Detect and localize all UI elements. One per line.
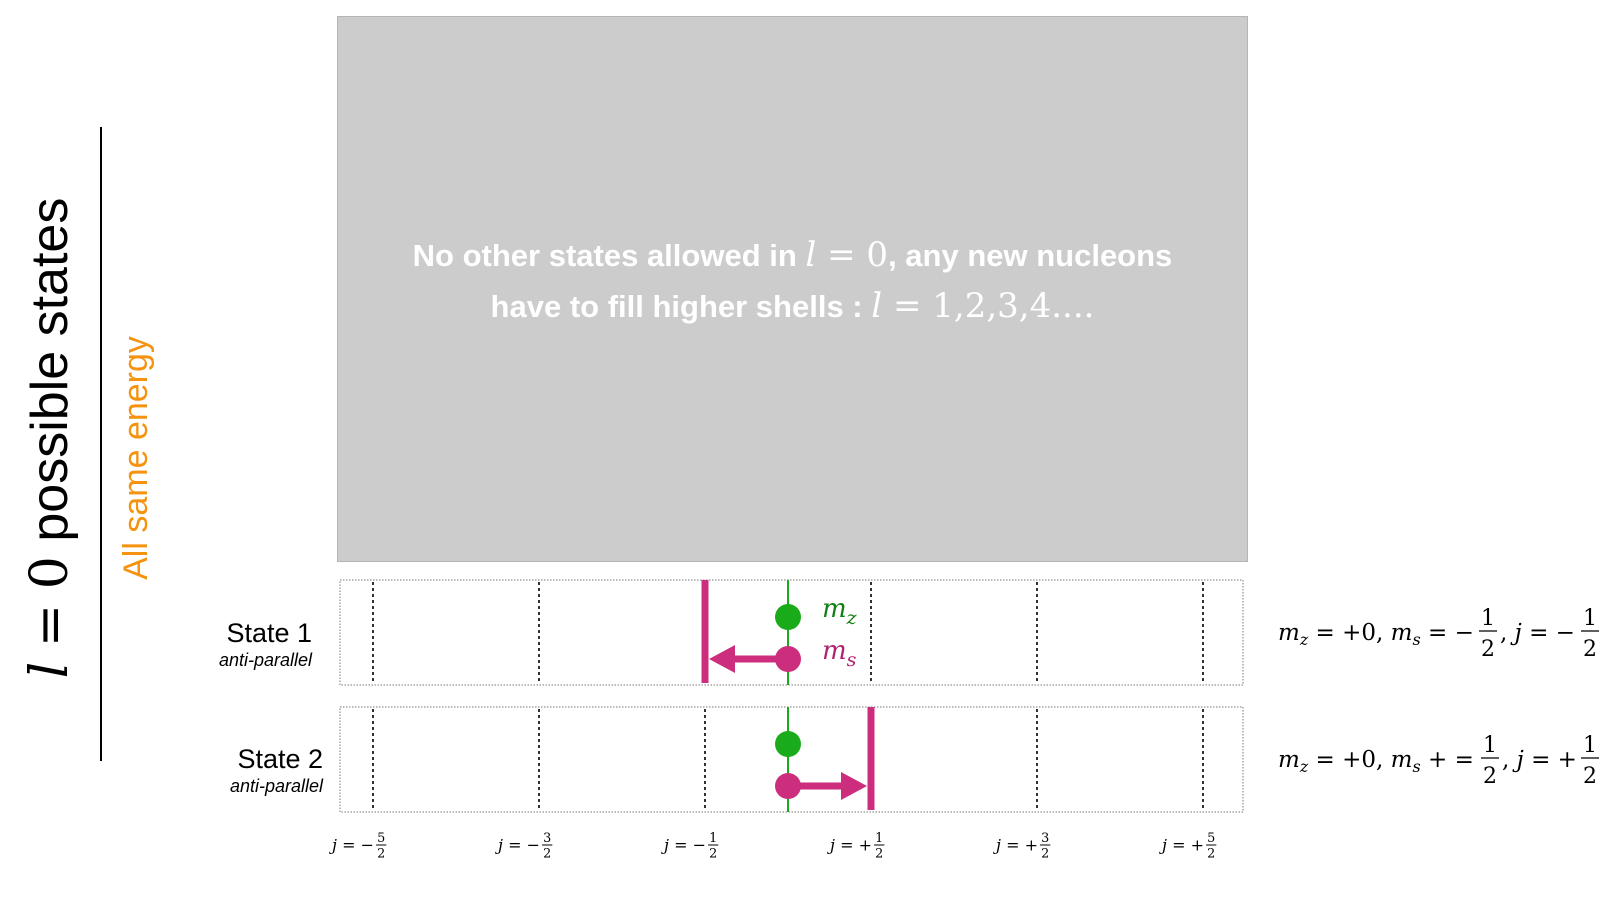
j-tick-num: 1 [875, 831, 883, 846]
j-tick-label: j = +32 [993, 831, 1051, 861]
svg-text:2: 2 [1583, 637, 1597, 662]
overlay-message: No other states allowed in l = 0, any ne… [413, 230, 1173, 332]
svg-text:1: 1 [1483, 733, 1497, 758]
j-tick-label: j = −32 [495, 831, 553, 861]
j-tick-label: j = +12 [827, 831, 885, 861]
ms-arrow-head [841, 772, 867, 800]
equation-ms-fraction: 12 [1479, 606, 1497, 662]
svg-text:1: 1 [1583, 606, 1597, 631]
svg-text:1: 1 [1481, 606, 1495, 631]
overlay-line1-eq: = [827, 235, 856, 275]
overlay-line-2: have to fill higher shells : l = 1,2,3,4… [413, 281, 1173, 332]
mz-dot [775, 731, 801, 757]
mz-label: mz [822, 594, 858, 629]
overlay-line1-val: 0 [866, 235, 889, 275]
j-tick-num: 5 [1207, 831, 1215, 846]
overlay-line2-eq: = [892, 286, 922, 326]
j-tick-label: j = −52 [329, 831, 387, 861]
overlay-line2-val: 1,2,3,4.... [932, 286, 1095, 326]
state-2-name: State 2 [237, 744, 323, 774]
j-tick-prefix: j = − [661, 836, 706, 855]
ms-label-sym: m [822, 636, 847, 666]
j-tick-den: 2 [1207, 846, 1215, 861]
equation-j-fraction: 12 [1581, 733, 1599, 789]
overlay-line-1: No other states allowed in l = 0, any ne… [413, 230, 1173, 281]
overlay-line1-math: l = 0 [805, 235, 888, 275]
title-divider [100, 127, 102, 761]
mz-label-sub: z [846, 607, 858, 629]
equation-j-fraction: 12 [1581, 606, 1599, 662]
svg-text:2: 2 [1481, 637, 1495, 662]
equation-ms-fraction: 12 [1481, 733, 1499, 789]
j-tick-num: 1 [709, 831, 717, 846]
state-1-label: State 1 anti-parallel [219, 617, 312, 671]
overlay-line2-math: l = 1,2,3,4.... [871, 286, 1094, 326]
state-1-sub: anti-parallel [218, 650, 312, 670]
j-tick-den: 2 [377, 846, 385, 861]
overlay-line1-var: l [805, 235, 817, 275]
state-2-equation: mz = +0, ms + =12, j = +12 [1278, 733, 1599, 789]
state-1-markers [701, 580, 801, 683]
overlay-line2-text: have to fill higher shells : [490, 289, 863, 324]
ms-dot [775, 773, 801, 799]
ms-dot [775, 646, 801, 672]
equation-mz-part: mz = +0, ms = − [1278, 620, 1474, 649]
j-tick-label: j = −12 [661, 831, 719, 861]
message-overlay: No other states allowed in l = 0, any ne… [337, 16, 1248, 562]
svg-text:1: 1 [1583, 733, 1597, 758]
ms-arrow-head [709, 645, 735, 673]
j-tick-den: 2 [875, 846, 883, 861]
state-2-markers [775, 707, 875, 810]
j-tick-label: j = +52 [1159, 831, 1217, 861]
j-tick-prefix: j = − [329, 836, 374, 855]
j-tick-den: 2 [543, 846, 551, 861]
ms-label-sub: s [847, 649, 857, 671]
ms-label: ms [822, 636, 857, 671]
equation-j-part: , j = − [1500, 620, 1575, 646]
mz-dot [775, 604, 801, 630]
state-2-sub: anti-parallel [229, 776, 323, 796]
overlay-line2-var: l [871, 286, 883, 326]
svg-text:2: 2 [1583, 764, 1597, 789]
j-tick-prefix: j = + [993, 836, 1038, 855]
j-tick-prefix: j = − [495, 836, 540, 855]
j-tick-den: 2 [709, 846, 717, 861]
overlay-line1-text: No other states allowed in [412, 238, 797, 273]
mz-label-sym: m [822, 594, 847, 624]
state-1-equation: mz = +0, ms = −12, j = −12 [1278, 606, 1599, 662]
j-tick-num: 5 [377, 831, 385, 846]
j-tick-num: 3 [543, 831, 551, 846]
equation-mz-part: mz = +0, ms + = [1278, 747, 1474, 776]
equation-j-part: , j = + [1502, 747, 1577, 773]
j-tick-den: 2 [1041, 846, 1049, 861]
j-tick-prefix: j = + [1159, 836, 1204, 855]
j-tick-num: 3 [1041, 831, 1049, 846]
state-2-label: State 2 anti-parallel [230, 743, 323, 797]
j-tick-prefix: j = + [827, 836, 872, 855]
overlay-line1-suffix: , any new nucleons [888, 238, 1173, 273]
state-1-name: State 1 [226, 618, 312, 648]
svg-text:2: 2 [1483, 764, 1497, 789]
